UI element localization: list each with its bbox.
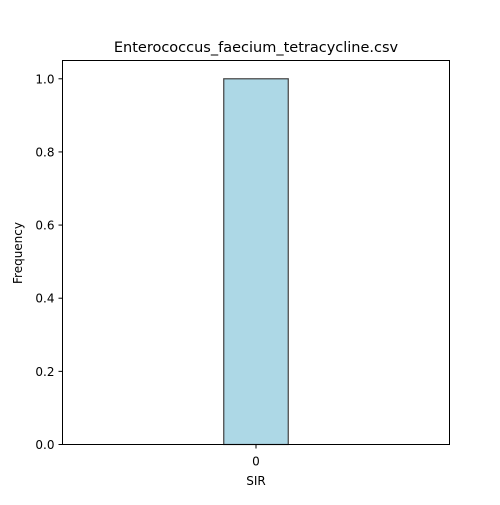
y-tick-label: 0.6 — [35, 219, 54, 233]
x-axis-label: SIR — [246, 474, 266, 488]
y-tick-label: 0.0 — [35, 438, 54, 452]
y-tick-label: 0.8 — [35, 145, 54, 159]
bar-0 — [223, 78, 289, 446]
chart-title: Enterococcus_faecium_tetracycline.csv — [114, 40, 399, 56]
y-tick-label: 0.2 — [35, 365, 54, 379]
y-tick-label: 0.4 — [35, 292, 54, 306]
x-tick-label: 0 — [252, 455, 260, 469]
plot-frame — [62, 60, 450, 445]
y-tick-label: 1.0 — [35, 72, 54, 86]
y-axis-label: Frequency — [11, 222, 25, 284]
axes-group: 0 0.0 0.2 0.4 0.6 0.8 1.0 — [35, 72, 289, 469]
